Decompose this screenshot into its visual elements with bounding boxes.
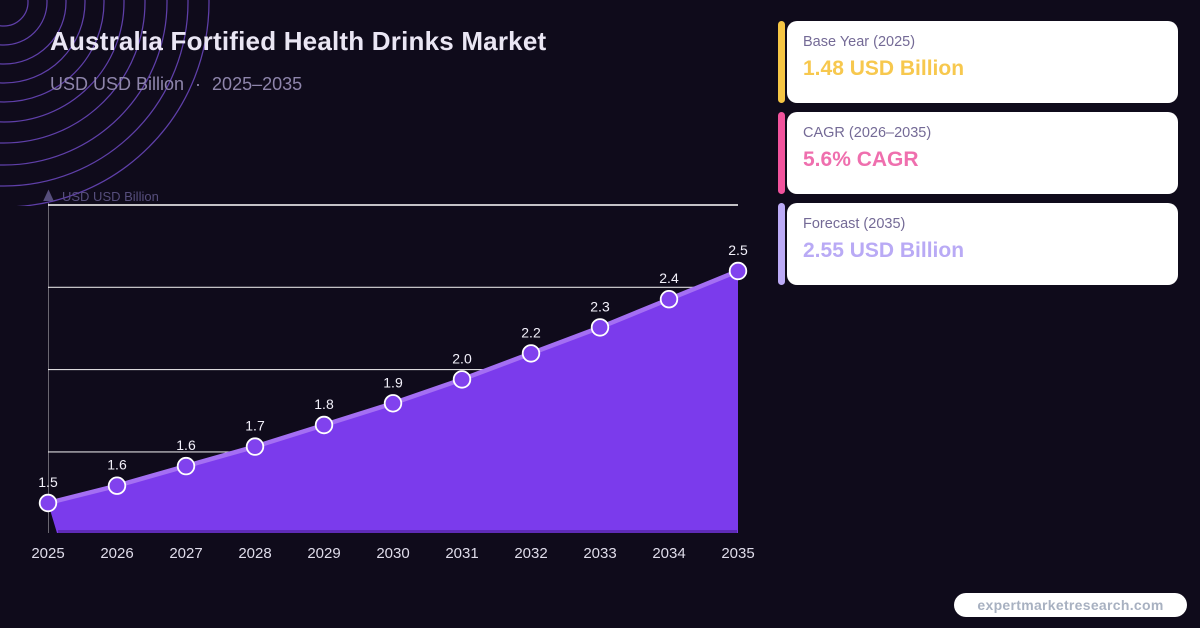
data-point-marker (314, 415, 334, 435)
x-tick-label: 2034 (652, 545, 685, 562)
subtitle-range: 2025–2035 (212, 74, 303, 94)
watermark-pill: expertmarketresearch.com (954, 593, 1187, 617)
decorative-ring (0, 0, 105, 103)
decorative-ring (0, 0, 125, 123)
stat-card-value: 2.55 USD Billion (803, 239, 965, 262)
x-tick-label: 2026 (100, 545, 133, 562)
stat-card-label: CAGR (2026–2035) (803, 125, 932, 141)
decorative-ring (0, 0, 146, 144)
stat-card-value: 5.6% CAGR (803, 148, 919, 171)
page-subtitle: USD USD Billion · 2025–2035 (50, 74, 302, 95)
data-point-label: 1.6 (107, 457, 127, 473)
data-point-marker (452, 370, 472, 389)
stat-card-value: 1.48 USD Billion (803, 57, 965, 80)
data-point-label: 2.0 (452, 350, 472, 366)
stat-card-label: Base Year (2025) (803, 34, 916, 50)
data-point-label: 1.5 (38, 474, 58, 490)
decorative-ring (0, 0, 29, 27)
y-axis-title: USD USD Billion (62, 189, 159, 204)
decorative-ring (0, 0, 48, 46)
x-tick-label: 2033 (583, 545, 616, 562)
data-point-label: 1.6 (176, 437, 196, 453)
x-tick-label: 2032 (514, 545, 547, 562)
data-point-marker (383, 394, 403, 413)
y-axis-arrow-icon (43, 189, 54, 201)
card-accent-bar (778, 203, 785, 285)
data-point-label: 1.9 (383, 374, 403, 390)
card-body: CAGR (2026–2035) 5.6% CAGR (787, 112, 1178, 194)
data-point-marker (590, 318, 610, 337)
decorative-circles (0, 0, 210, 206)
stat-cards: Base Year (2025) 1.48 USD Billion CAGR (… (778, 21, 1178, 285)
data-point-label: 1.8 (314, 396, 334, 412)
x-tick-label: 2029 (307, 545, 340, 562)
data-point-label: 2.2 (521, 324, 541, 340)
page-title: Australia Fortified Health Drinks Market (50, 26, 547, 56)
data-point-label: 2.4 (659, 270, 679, 286)
decorative-ring (0, 0, 189, 187)
decorative-ring (0, 0, 86, 84)
subtitle-unit: USD USD Billion (50, 74, 185, 94)
subtitle-separator: · (195, 74, 202, 94)
stat-card-label: Forecast (2035) (803, 216, 906, 232)
decorative-ring (0, 0, 168, 166)
data-point-marker (245, 437, 265, 456)
x-tick-label: 2035 (721, 545, 754, 562)
stat-card-forecast: Forecast (2035) 2.55 USD Billion (778, 203, 1178, 285)
decorative-ring (15, 0, 210, 206)
data-point-marker (176, 456, 196, 476)
stat-card-base-year: Base Year (2025) 1.48 USD Billion (778, 21, 1178, 103)
card-accent-bar (778, 21, 785, 103)
data-point-marker (107, 476, 127, 495)
stat-card-cagr: CAGR (2026–2035) 5.6% CAGR (778, 112, 1178, 194)
data-point-label: 2.3 (590, 298, 610, 314)
data-point-marker (521, 344, 541, 363)
decorative-ring (0, 0, 67, 65)
x-tick-label: 2025 (31, 545, 64, 562)
data-point-label: 1.7 (245, 418, 265, 434)
card-accent-bar (778, 112, 785, 194)
x-tick-label: 2027 (169, 545, 202, 562)
data-point-marker (728, 261, 748, 281)
card-body: Base Year (2025) 1.48 USD Billion (787, 21, 1178, 103)
data-point-label: 2.5 (728, 242, 748, 258)
card-body: Forecast (2035) 2.55 USD Billion (787, 203, 1178, 285)
x-tick-label: 2028 (238, 545, 271, 562)
x-tick-label: 2031 (445, 545, 478, 562)
data-point-marker (38, 493, 58, 513)
data-point-marker (659, 290, 679, 309)
x-tick-label: 2030 (376, 545, 409, 562)
area-fill (48, 271, 738, 533)
watermark-text: expertmarketresearch.com (977, 597, 1164, 613)
